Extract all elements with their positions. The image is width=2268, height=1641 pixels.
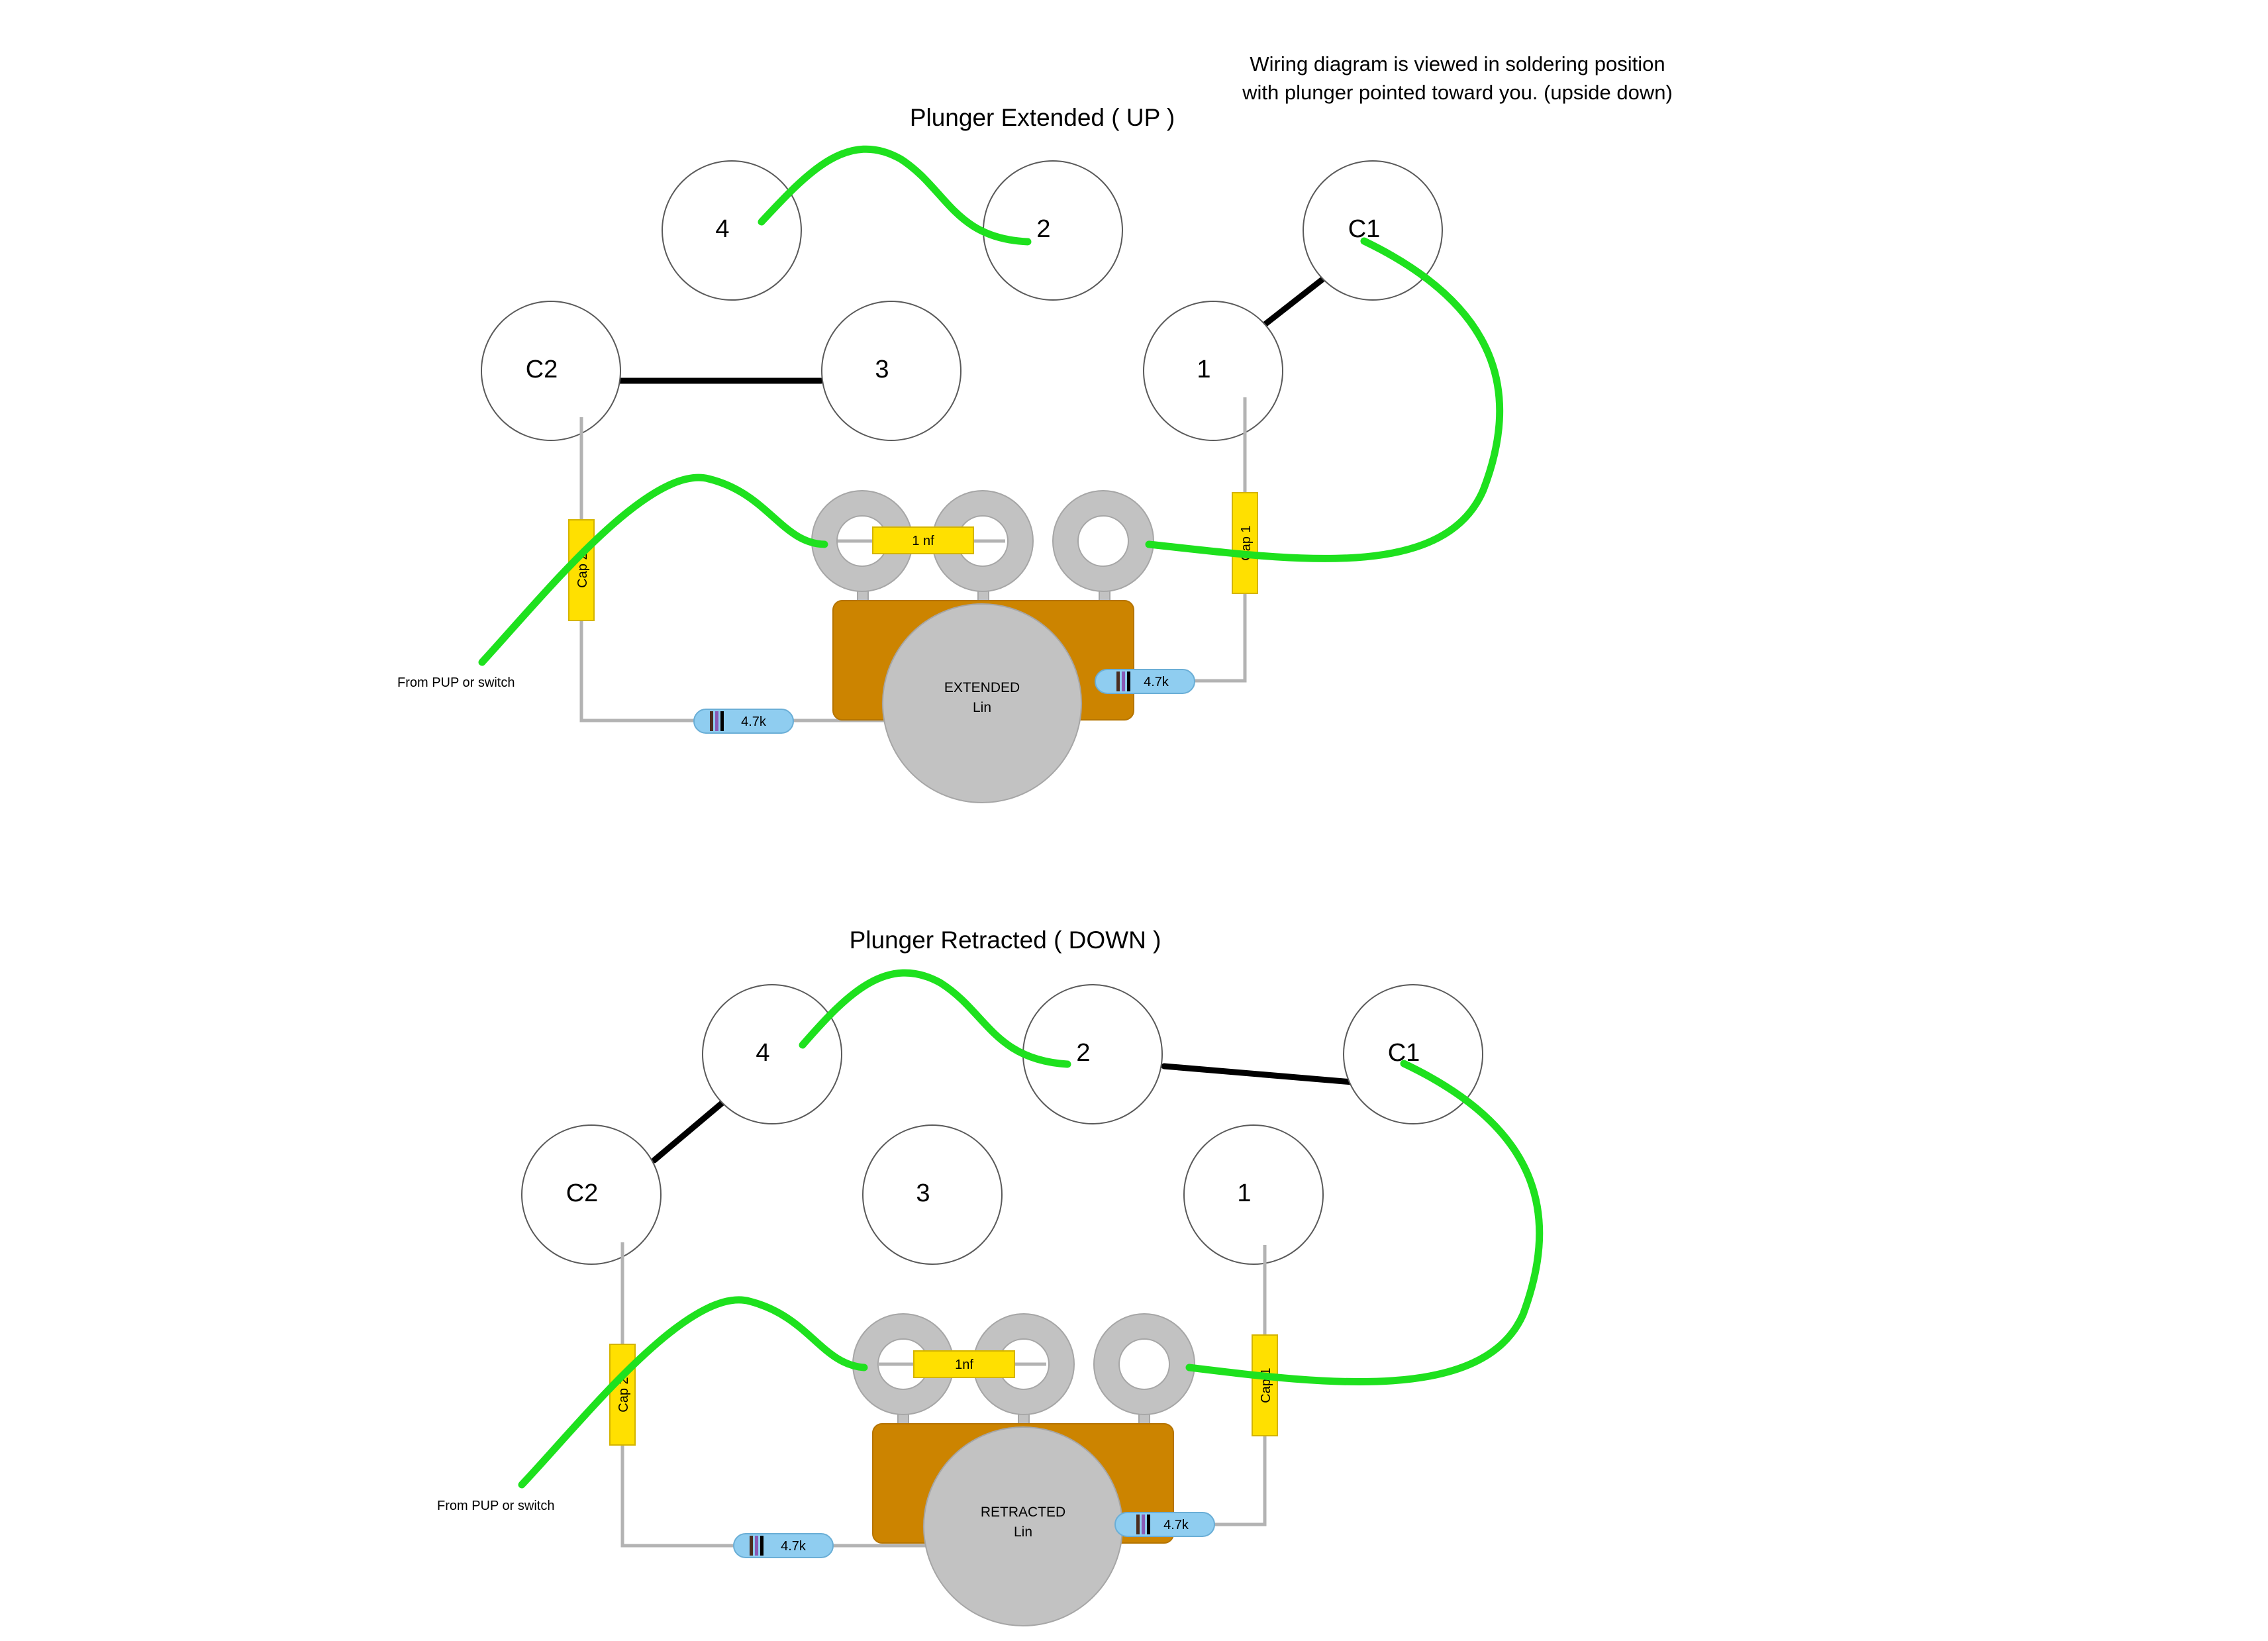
- resistor-right-label: 4.7k: [1144, 675, 1169, 689]
- pot-label-line-1: EXTENDED: [944, 680, 1020, 695]
- capacitor-cap-2: [609, 1344, 636, 1446]
- lug-label-3: 3: [875, 356, 889, 383]
- resistor-right-band: [1127, 671, 1130, 691]
- lead-c2-cap2-resistor: [620, 1242, 742, 1548]
- resistor-left-band: [720, 711, 724, 731]
- capacitor-cap-2-label: Cap 2: [616, 1377, 631, 1412]
- switch-lug-2: [1022, 984, 1163, 1124]
- switch-lug-1: [1183, 1124, 1324, 1265]
- pot-terminal-right-hole: [1118, 1338, 1170, 1390]
- resistor-right-band: [1142, 1515, 1145, 1534]
- lug-label-c2: C2: [566, 1179, 599, 1207]
- pot-label-line-2: Lin: [973, 700, 991, 715]
- wire-c2-to-4: [651, 1100, 725, 1164]
- lug-label-4: 4: [756, 1039, 769, 1067]
- lead-c2-cap2-resistor: [579, 417, 702, 722]
- resistor-left-band: [710, 711, 713, 731]
- green-wire-4-to-2: [758, 145, 1032, 246]
- lead-1-cap1-resistor: [1179, 397, 1247, 683]
- switch-lug-4: [702, 984, 842, 1124]
- resistor-right-label: 4.7k: [1163, 1518, 1189, 1532]
- resistor-left-label: 4.7k: [781, 1539, 807, 1554]
- green-wire-input-to-pot: [518, 1296, 868, 1489]
- resistor-left-band: [750, 1536, 753, 1556]
- small-capacitor: [913, 1350, 1015, 1378]
- note-line-2: with plunger pointed toward you. (upside…: [1242, 81, 1673, 104]
- lug-label-c2: C2: [526, 356, 558, 383]
- input-label: From PUP or switch: [437, 1499, 554, 1513]
- resistor-left: [733, 1533, 834, 1558]
- lug-label-3: 3: [916, 1179, 930, 1207]
- switch-lug-4: [662, 160, 802, 301]
- lug-label-2: 2: [1076, 1039, 1090, 1067]
- pot-terminal-right-hole: [1077, 515, 1129, 567]
- resistor-right: [1095, 669, 1195, 694]
- diagram-retracted: Plunger Retracted ( DOWN ) 4 2 C1 C2 3 1…: [437, 926, 1544, 1626]
- note-line-1: Wiring diagram is viewed in soldering po…: [1250, 52, 1665, 75]
- green-wire-c1-to-pot: [1145, 237, 1504, 562]
- green-wire-c1-to-pot: [1185, 1060, 1544, 1386]
- switch-lug-c2: [521, 1124, 662, 1265]
- diagram-title: Plunger Retracted ( DOWN ): [850, 926, 1161, 954]
- capacitor-cap-2: [568, 519, 595, 621]
- switch-lug-3: [862, 1124, 1003, 1265]
- resistor-right: [1114, 1512, 1215, 1537]
- resistor-right-band: [1122, 671, 1125, 691]
- green-wire-4-to-2: [799, 969, 1071, 1068]
- resistor-left-band: [760, 1536, 764, 1556]
- resistor-left-label: 4.7k: [741, 715, 767, 729]
- lug-label-2: 2: [1036, 215, 1050, 243]
- pot-label-line-1: RETRACTED: [981, 1505, 1065, 1520]
- wire-1-to-c1: [1261, 274, 1329, 328]
- resistor-right-band: [1136, 1515, 1140, 1534]
- lug-label-1: 1: [1197, 356, 1210, 383]
- switch-lug-1: [1143, 301, 1283, 441]
- diagram-title: Plunger Extended ( UP ): [910, 104, 1175, 131]
- resistor-right-band: [1116, 671, 1120, 691]
- small-capacitor: [872, 526, 974, 554]
- small-capacitor-label: 1 nf: [912, 534, 934, 548]
- resistor-left: [693, 709, 794, 734]
- resistor-left-band: [755, 1536, 758, 1556]
- input-label: From PUP or switch: [397, 675, 515, 690]
- resistor-left-band: [715, 711, 718, 731]
- lug-label-1: 1: [1237, 1179, 1251, 1207]
- resistor-right-band: [1147, 1515, 1150, 1534]
- small-capacitor-label: 1nf: [955, 1358, 973, 1372]
- diagram-extended: Plunger Extended ( UP ) 4 2 C1 C2 3 1 EX…: [397, 104, 1504, 803]
- switch-lug-3: [821, 301, 961, 441]
- capacitor-cap-1: [1252, 1334, 1278, 1436]
- pot-label-line-2: Lin: [1014, 1524, 1032, 1540]
- green-wire-input-to-pot: [478, 473, 828, 666]
- switch-lug-c2: [481, 301, 621, 441]
- pot-knob: [882, 603, 1082, 803]
- switch-lug-2: [983, 160, 1123, 301]
- wire-2-to-c1: [1161, 1063, 1356, 1085]
- capacitor-cap-1: [1232, 492, 1258, 594]
- lug-label-4: 4: [715, 215, 729, 243]
